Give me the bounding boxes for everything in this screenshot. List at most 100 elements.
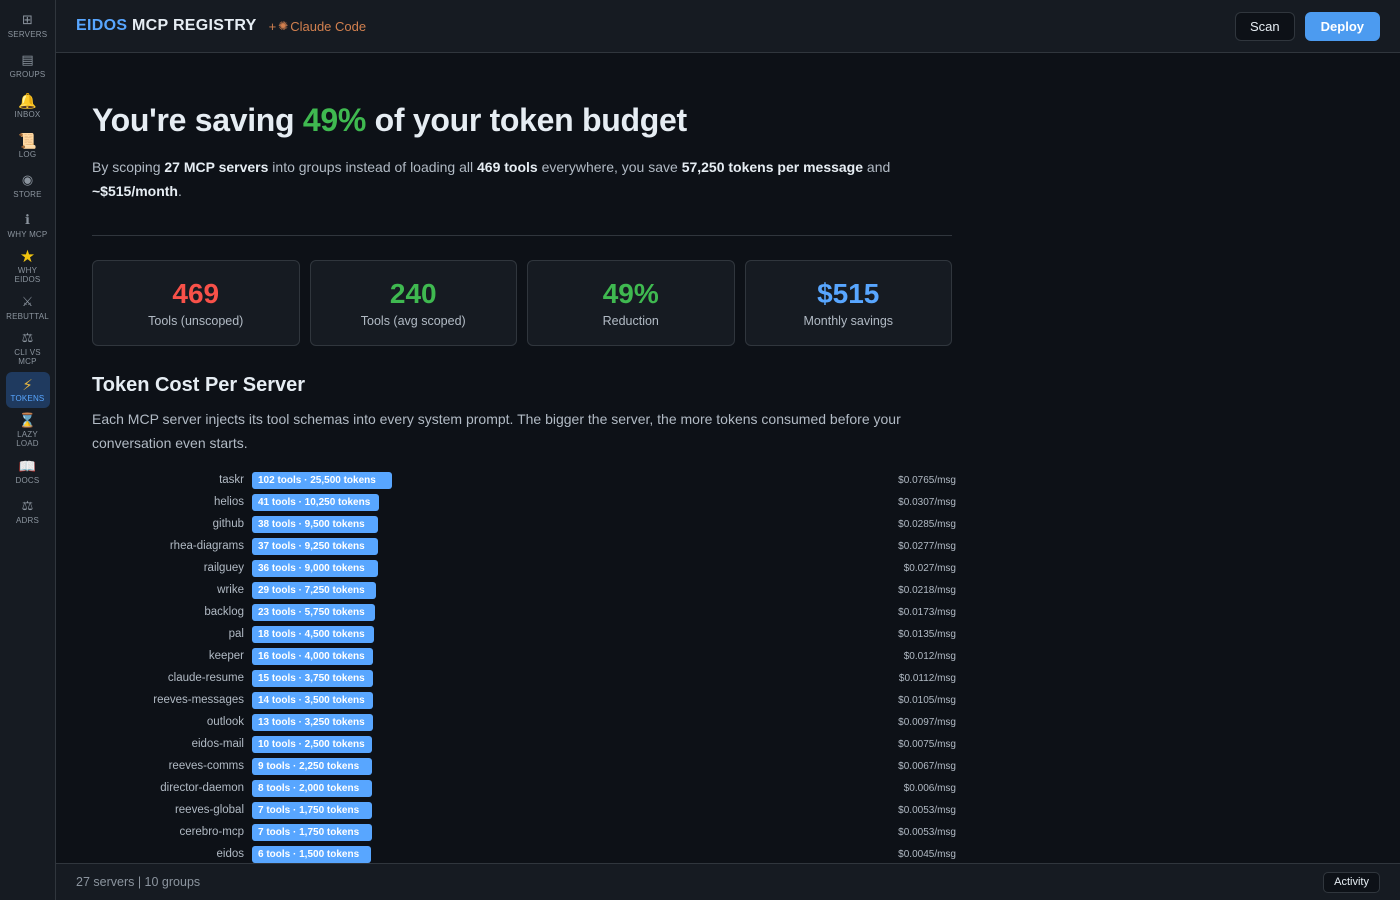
sidebar-item-label: REBUTTAL xyxy=(6,311,49,321)
server-name: wrike xyxy=(217,584,244,596)
info-icon: ℹ xyxy=(25,212,30,228)
server-row: reeves-comms 9 tools · 2,250 tokens $0.006… xyxy=(92,755,956,777)
title-percent: 49% xyxy=(302,102,367,138)
stat-card-savings: $515 Monthly savings xyxy=(744,260,952,346)
sidebar-item-label: GROUPS xyxy=(9,69,46,79)
server-name: railguey xyxy=(203,562,244,574)
sidebar-item-why-mcp[interactable]: ℹ WHY MCP xyxy=(6,208,50,244)
server-name: pal xyxy=(228,628,244,640)
token-bar: 102 tools · 25,500 tokens xyxy=(252,471,392,489)
server-row: cerebro-mcp 7 tools · 1,750 tokens $0.0053… xyxy=(92,821,956,843)
status-text: 27 servers | 10 groups xyxy=(76,875,201,889)
sidebar-item-servers[interactable]: ⊞ SERVERS xyxy=(6,8,50,44)
token-bar: 10 tools · 2,500 tokens xyxy=(252,735,373,753)
server-name: cerebro-mcp xyxy=(179,826,244,838)
sidebar-item-label: LOG xyxy=(18,149,37,159)
server-name: reeves-comms xyxy=(168,760,244,772)
main-content: You're saving 49% of your token budget B… xyxy=(56,54,1400,863)
top-bar: EIDOS MCP REGISTRY + ✺ Claude Code Scan … xyxy=(56,0,1400,53)
token-bar: 29 tools · 7,250 tokens xyxy=(252,581,377,599)
server-row: eidos-mail 10 tools · 2,500 tokens $0.0075… xyxy=(92,733,956,755)
sidebar-item-store[interactable]: ◉ STORE xyxy=(6,168,50,204)
sidebar-item-rebuttal[interactable]: ⚔ REBUTTAL xyxy=(6,290,50,326)
cost-per-message: $0.0277/msg xyxy=(898,540,956,552)
deploy-button[interactable]: Deploy xyxy=(1304,11,1380,41)
token-bar: 9 tools · 2,250 tokens xyxy=(252,757,372,775)
cost-per-message: $0.0105/msg xyxy=(898,694,956,706)
summary-part: and xyxy=(863,159,891,175)
cost-per-message: $0.0173/msg xyxy=(898,606,956,618)
star-icon: ★ xyxy=(19,247,36,267)
server-name: eidos-mail xyxy=(191,738,244,750)
server-row: railguey 36 tools · 9,000 tokens $0.027/ms… xyxy=(92,557,956,579)
token-bar: 15 tools · 3,750 tokens xyxy=(252,669,374,687)
sidebar-item-log[interactable]: 📜 LOG xyxy=(6,128,50,164)
cost-per-message: $0.0097/msg xyxy=(898,716,956,728)
server-name: claude-resume xyxy=(167,672,244,684)
stat-card-scoped: 240 Tools (avg scoped) xyxy=(309,260,517,346)
stat-value: 49% xyxy=(602,278,659,309)
server-name: github xyxy=(212,518,244,530)
sidebar-item-tokens[interactable]: ⚡ TOKENS xyxy=(5,372,50,408)
summary-part: everywhere, you save xyxy=(537,159,682,175)
cost-per-message: $0.027/msg xyxy=(903,562,956,574)
sidebar: ⊞ SERVERS ▤ GROUPS 🔔 INBOX 📜 LOG ◉ STORE… xyxy=(0,0,56,900)
sidebar-item-label: SERVERS xyxy=(7,29,48,39)
stat-caption: Reduction xyxy=(602,314,659,328)
stat-caption: Tools (avg scoped) xyxy=(360,314,466,328)
hourglass-icon: ⌛ xyxy=(18,413,37,429)
server-row: director-daemon 8 tools · 2,000 tokens $0.… xyxy=(92,777,956,799)
section-description: Each MCP server injects its tool schemas… xyxy=(92,411,901,451)
server-row: claude-resume 15 tools · 3,750 tokens $0.0… xyxy=(92,667,956,689)
status-bar: 27 servers | 10 groups Activity xyxy=(56,863,1400,900)
sidebar-item-docs[interactable]: 📖 DOCS xyxy=(6,454,50,490)
sidebar-item-cli-vs-mcp[interactable]: ⚖ CLI VS MCP xyxy=(6,330,50,368)
summary-highlight: 57,250 tokens per message xyxy=(681,159,864,175)
server-name: reeves-messages xyxy=(153,694,244,706)
summary-highlight: 469 tools xyxy=(477,159,538,175)
app-title: EIDOS MCP REGISTRY xyxy=(76,17,257,35)
stat-card-unscoped: 469 Tools (unscoped) xyxy=(92,260,300,346)
server-name: backlog xyxy=(204,606,244,618)
server-row: backlog 23 tools · 5,750 tokens $0.0173/ms… xyxy=(92,601,956,623)
summary-text: By scoping 27 MCP servers into groups in… xyxy=(92,155,952,203)
scroll-icon: 📜 xyxy=(18,131,37,150)
token-bar: 6 tools · 1,500 tokens xyxy=(252,845,372,863)
sidebar-item-lazy-load[interactable]: ⌛ LAZY LOAD xyxy=(6,412,50,450)
sidebar-item-label: CLI VS MCP xyxy=(14,348,41,366)
cost-per-message: $0.0075/msg xyxy=(898,738,956,750)
sidebar-item-inbox[interactable]: 🔔 INBOX xyxy=(6,88,50,124)
stat-caption: Tools (unscoped) xyxy=(148,314,244,328)
server-row: reeves-global 7 tools · 1,750 tokens $0.00… xyxy=(92,799,956,821)
section-title: Token Cost Per Server xyxy=(92,374,306,396)
server-row: github 38 tools · 9,500 tokens $0.0285/msg xyxy=(92,513,956,535)
cost-per-message: $0.0045/msg xyxy=(898,848,956,860)
token-bar: 37 tools · 9,250 tokens xyxy=(252,537,378,555)
token-bar: 23 tools · 5,750 tokens xyxy=(252,603,375,621)
sidebar-item-why-eidos[interactable]: ★ WHY EIDOS xyxy=(6,248,50,286)
server-name: reeves-global xyxy=(174,804,244,816)
server-row: keeper 16 tools · 4,000 tokens $0.012/msg xyxy=(92,645,956,667)
scan-button[interactable]: Scan xyxy=(1235,11,1295,41)
sidebar-item-groups[interactable]: ▤ GROUPS xyxy=(6,48,50,84)
summary-highlight: 27 MCP servers xyxy=(164,159,269,175)
sidebar-item-adrs[interactable]: ⚖ ADRS xyxy=(6,494,50,530)
claude-icon: ✺ xyxy=(278,19,289,33)
token-bar: 38 tools · 9,500 tokens xyxy=(252,515,379,533)
server-row: pal 18 tools · 4,500 tokens $0.0135/msg xyxy=(92,623,956,645)
brand-rest: MCP REGISTRY xyxy=(127,17,257,34)
token-bar: 7 tools · 1,750 tokens xyxy=(252,823,372,841)
bell-icon: 🔔 xyxy=(18,91,37,110)
summary-highlight: ~$515/month xyxy=(92,183,178,199)
book-icon: 📖 xyxy=(18,458,37,475)
divider xyxy=(92,235,952,236)
token-bar: 7 tools · 1,750 tokens xyxy=(252,801,372,819)
server-row: outlook 13 tools · 3,250 tokens $0.0097/ms… xyxy=(92,711,956,733)
server-name: director-daemon xyxy=(160,782,244,794)
lightning-icon: ⚡ xyxy=(22,375,33,394)
activity-button[interactable]: Activity xyxy=(1323,871,1380,893)
stat-caption: Monthly savings xyxy=(803,314,894,328)
summary-part: By scoping xyxy=(92,159,165,175)
stat-card-reduction: 49% Reduction xyxy=(527,260,735,346)
sidebar-item-label: DOCS xyxy=(15,475,40,485)
